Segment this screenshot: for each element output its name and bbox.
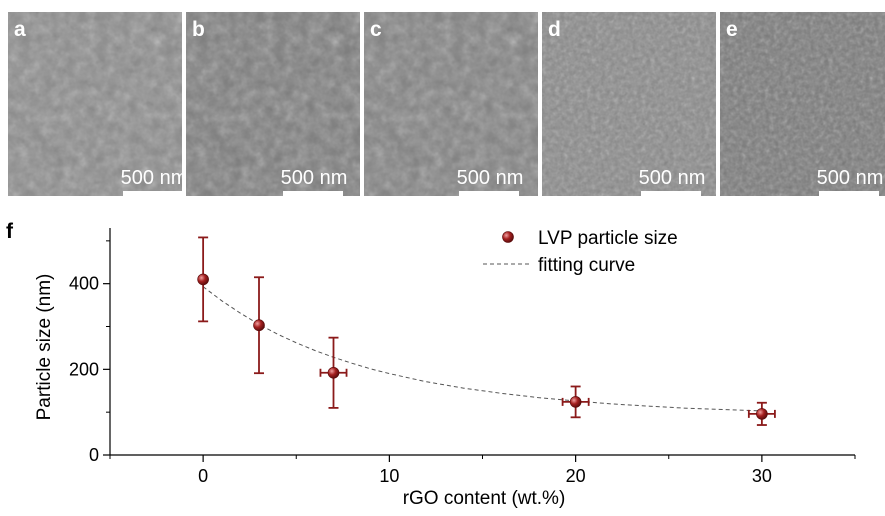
y-tick-label: 0 (89, 445, 99, 465)
legend-label-fit: fitting curve (538, 255, 635, 276)
axes: 0 10 20 30 0 200 400 (69, 228, 856, 486)
y-tick-label: 200 (69, 359, 99, 379)
point-marker (197, 273, 209, 286)
point-marker (569, 396, 582, 408)
sem-panel-b: b 500 nm (186, 12, 360, 196)
scalebar-label: 500 nm (817, 167, 884, 189)
point-marker (253, 319, 265, 332)
data-point (561, 385, 590, 419)
data-point (197, 236, 209, 323)
panel-letter: b (192, 18, 205, 41)
panel-letter: c (370, 18, 382, 41)
x-tick-label: 0 (198, 466, 208, 486)
marks-layer (197, 236, 776, 426)
fit-layer (202, 286, 762, 412)
panel-label-f: f (6, 220, 14, 243)
x-tick-label: 20 (566, 466, 586, 486)
sem-panel-a: a 500 nm (8, 12, 187, 196)
scalebar (123, 191, 183, 196)
x-axis-label: rGO content (wt.%) (403, 488, 566, 509)
y-tick-label: 400 (69, 274, 99, 294)
data-point (747, 401, 776, 426)
scalebar-label: 500 nm (281, 167, 348, 189)
scalebar (283, 191, 343, 196)
legend: LVP particle size fitting curve (483, 228, 678, 276)
x-tick-label: 30 (752, 466, 772, 486)
scalebar (819, 191, 879, 196)
scalebar (641, 191, 701, 196)
x-tick-label: 10 (379, 466, 399, 486)
panel-letter: e (726, 18, 738, 41)
particle-size-chart: f 0 10 20 30 0 200 400 LVP particle size fittin… (6, 220, 856, 509)
data-point (253, 276, 265, 375)
point-marker (327, 366, 340, 379)
data-point (319, 336, 348, 409)
legend-marker-points (502, 231, 514, 243)
panel-letter: d (548, 18, 561, 41)
y-axis-label: Particle size (nm) (34, 274, 55, 421)
scalebar-label: 500 nm (121, 167, 188, 189)
point-marker (756, 408, 768, 420)
scalebar (459, 191, 519, 196)
panel-letter: a (14, 18, 26, 41)
sem-panel-c: c 500 nm (364, 12, 538, 196)
scalebar-label: 500 nm (457, 167, 524, 189)
sem-image-strip: a 500 nm b 500 nm c 500 nm d 500 nm (8, 12, 885, 196)
legend-label-points: LVP particle size (538, 228, 678, 249)
fitting-curve (202, 286, 762, 412)
sem-panel-e: e 500 nm (720, 12, 885, 196)
sem-panel-d: d 500 nm (542, 12, 716, 196)
scalebar-label: 500 nm (639, 167, 706, 189)
